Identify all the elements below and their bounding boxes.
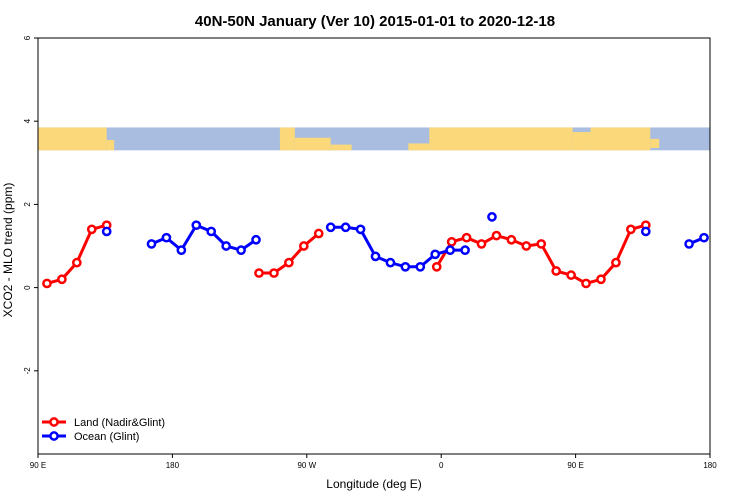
y-tick-label: 0 <box>23 285 32 290</box>
data-point <box>284 257 294 268</box>
data-point <box>236 245 246 256</box>
data-point <box>684 239 694 249</box>
data-point <box>251 234 261 245</box>
data-point <box>313 228 324 239</box>
data-point <box>86 224 97 235</box>
data-point <box>506 234 517 245</box>
data-point <box>269 268 279 278</box>
data-point <box>191 220 202 231</box>
data-point <box>476 239 487 249</box>
legend-marker <box>49 431 59 441</box>
data-point <box>521 241 532 251</box>
series-line <box>46 223 108 285</box>
x-tick-label: 90 W <box>297 461 316 470</box>
data-point <box>370 251 381 262</box>
data-point <box>71 257 82 268</box>
data-point <box>415 261 426 272</box>
data-point <box>325 222 336 233</box>
data-point <box>254 268 264 278</box>
legend: Land (Nadir&Glint) Ocean (Glint) <box>42 417 165 443</box>
x-tick-label: 90 E <box>30 461 46 470</box>
plot-frame <box>37 37 711 455</box>
y-axis: -2 0 2 4 6 <box>23 35 38 374</box>
data-point <box>430 249 441 260</box>
x-tick-label: 180 <box>166 461 180 470</box>
data-point <box>355 224 366 235</box>
x-tick-label: 180 <box>703 461 717 470</box>
data-point <box>176 245 187 256</box>
data-point <box>699 232 709 243</box>
data-point <box>385 257 396 268</box>
x-tick-label: 0 <box>439 461 444 470</box>
data-point <box>461 232 472 243</box>
data-point <box>611 257 621 268</box>
data-point <box>551 266 562 276</box>
data-point <box>487 212 497 222</box>
data-point <box>460 245 470 256</box>
legend-marker <box>49 417 59 427</box>
series-line <box>330 225 466 269</box>
y-axis-label: XCO2 - MLO trend (ppm) <box>1 183 15 318</box>
legend-label: Ocean (Glint) <box>74 431 139 443</box>
chart-title: 40N-50N January (Ver 10) 2015-01-01 to 2… <box>195 13 555 30</box>
data-point <box>298 241 309 251</box>
data-point <box>221 241 232 251</box>
data-point <box>446 236 457 247</box>
data-point <box>57 274 67 285</box>
x-tick-label: 90 E <box>567 461 583 470</box>
series-ocean <box>101 212 709 272</box>
data-point <box>566 270 576 280</box>
data-point <box>400 261 411 272</box>
data-point <box>626 224 636 235</box>
data-point <box>146 239 157 249</box>
data-point <box>581 278 591 289</box>
data-point <box>536 239 547 249</box>
data-point <box>161 232 172 243</box>
series-layer <box>42 212 709 289</box>
y-tick-label: 4 <box>23 118 32 123</box>
data-point <box>596 274 606 285</box>
data-point <box>206 226 217 237</box>
y-tick-label: 6 <box>23 35 32 40</box>
data-point <box>42 278 52 289</box>
x-axis-label: Longitude (deg E) <box>326 477 421 491</box>
data-point <box>445 245 456 256</box>
data-point <box>431 261 442 272</box>
data-point <box>640 226 651 237</box>
y-tick-label: 2 <box>23 202 32 207</box>
world-map-strip <box>38 127 710 151</box>
data-point <box>491 230 502 241</box>
data-point <box>101 226 112 237</box>
data-point <box>340 222 351 233</box>
series-land <box>42 220 651 289</box>
x-axis: 90 E 180 90 W 0 90 E 180 <box>30 454 717 470</box>
y-tick-label: -2 <box>23 367 32 375</box>
legend-label: Land (Nadir&Glint) <box>74 417 165 429</box>
